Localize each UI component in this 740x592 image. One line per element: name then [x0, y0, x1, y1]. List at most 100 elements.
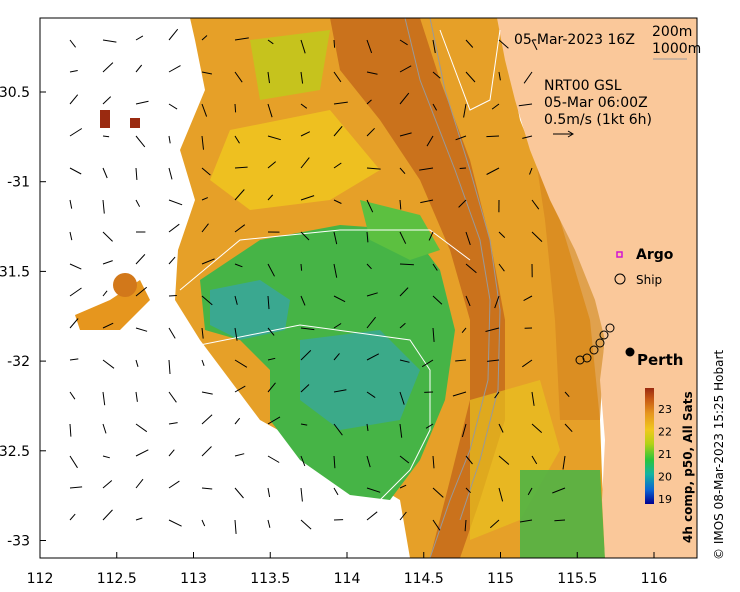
x-axis: 112 112.5 113 113.5 114 114.5 115 115.5 116	[27, 552, 668, 587]
current-vector	[135, 254, 146, 265]
current-vector	[399, 511, 407, 521]
current-vector	[135, 449, 149, 457]
colorbar-tick-label: 23	[658, 403, 672, 416]
current-vector	[486, 135, 500, 138]
current-vector	[522, 359, 533, 368]
current-vector	[267, 135, 281, 141]
current-vector	[399, 199, 402, 210]
contour-200m	[429, 18, 501, 521]
current-vector	[464, 519, 467, 532]
current-vector	[267, 455, 280, 463]
colorbar-title: 4h comp, p50, All Sats	[681, 391, 695, 543]
current-vector	[267, 39, 274, 45]
current-vector	[168, 103, 178, 110]
current-vector	[102, 96, 112, 105]
current-vector	[333, 323, 342, 329]
current-vector	[399, 167, 406, 175]
current-vector	[531, 231, 543, 242]
warm-ridge	[330, 18, 505, 558]
current-vector	[564, 391, 570, 398]
colorbar-tick-label: 22	[658, 426, 672, 439]
current-vector	[465, 39, 474, 48]
current-vector	[465, 455, 473, 465]
current-vector	[69, 167, 82, 175]
current-vector	[168, 327, 176, 339]
ship-marker-icon	[582, 353, 592, 363]
current-vector	[426, 135, 434, 147]
current-vector	[531, 199, 540, 210]
current-vector	[461, 423, 467, 438]
current-vector	[69, 70, 78, 73]
current-vector	[300, 295, 306, 306]
current-vector	[399, 231, 407, 244]
current-vector	[455, 135, 467, 141]
current-vector	[135, 517, 143, 521]
current-vector	[333, 389, 347, 393]
current-vector	[135, 359, 139, 367]
plot-frame	[39, 17, 698, 559]
current-vector	[366, 511, 378, 521]
current-vector	[465, 487, 471, 494]
current-vector	[366, 423, 369, 431]
current-vector	[300, 519, 312, 530]
current-vector	[69, 39, 76, 48]
current-vector	[102, 359, 115, 369]
current-vector	[168, 28, 179, 41]
y-axis: -30.5 -31 -31.5 -32 -32.5 -33	[0, 85, 46, 550]
current-vector	[102, 509, 113, 521]
yellow-green-patch	[250, 30, 330, 100]
current-vector	[234, 37, 249, 41]
current-vector	[366, 391, 376, 399]
ship-marker-icon	[605, 323, 615, 333]
current-vector	[69, 455, 78, 469]
y-tick-label: -31.5	[0, 264, 30, 280]
current-vector	[234, 135, 240, 144]
perth-marker-icon	[625, 347, 635, 357]
current-vector	[498, 487, 504, 502]
current-vector	[267, 71, 270, 84]
current-vector	[366, 292, 378, 297]
date-label: 05-Mar-2023 16Z	[514, 32, 635, 48]
current-vector	[102, 167, 108, 179]
current-vector	[399, 484, 407, 489]
current-vector	[333, 39, 336, 48]
current-vector	[201, 327, 204, 339]
current-vector	[201, 519, 206, 527]
current-vector	[531, 455, 538, 465]
argo-legend-label: Argo	[636, 247, 674, 263]
current-vector	[102, 135, 110, 138]
y-tick-label: -30.5	[0, 85, 30, 101]
current-vector	[333, 455, 336, 469]
current-vector	[168, 135, 171, 144]
current-vector	[562, 455, 566, 470]
current-vector	[300, 263, 303, 271]
current-vector	[432, 295, 443, 305]
y-tick-label: -32	[7, 354, 30, 370]
current-vector	[498, 231, 506, 238]
current-vector	[102, 423, 107, 434]
x-tick-label: 112.5	[97, 571, 137, 587]
current-vector	[498, 423, 504, 433]
current-vector	[366, 167, 381, 170]
current-vector	[201, 197, 208, 201]
current-vector	[366, 455, 371, 468]
current-vector	[201, 258, 215, 265]
x-tick-label: 116	[641, 571, 668, 587]
current-vector	[267, 194, 274, 201]
current-vector	[519, 519, 533, 523]
current-vector	[135, 167, 138, 180]
depth-legend-1000m: 1000m	[652, 41, 701, 57]
current-source: NRT00 GSL	[544, 78, 622, 94]
current-vector	[333, 263, 338, 278]
current-vector	[531, 39, 538, 51]
current-vector	[267, 295, 270, 310]
current-vector	[102, 260, 113, 265]
current-vector	[201, 135, 204, 150]
current-vector	[300, 487, 303, 502]
current-vector	[529, 167, 533, 175]
boundary-line	[199, 324, 431, 501]
current-vector	[399, 263, 414, 266]
ship-track	[575, 323, 615, 365]
colorbar-ticks: 23 22 21 20 19	[658, 403, 672, 506]
current-vector	[168, 65, 181, 73]
